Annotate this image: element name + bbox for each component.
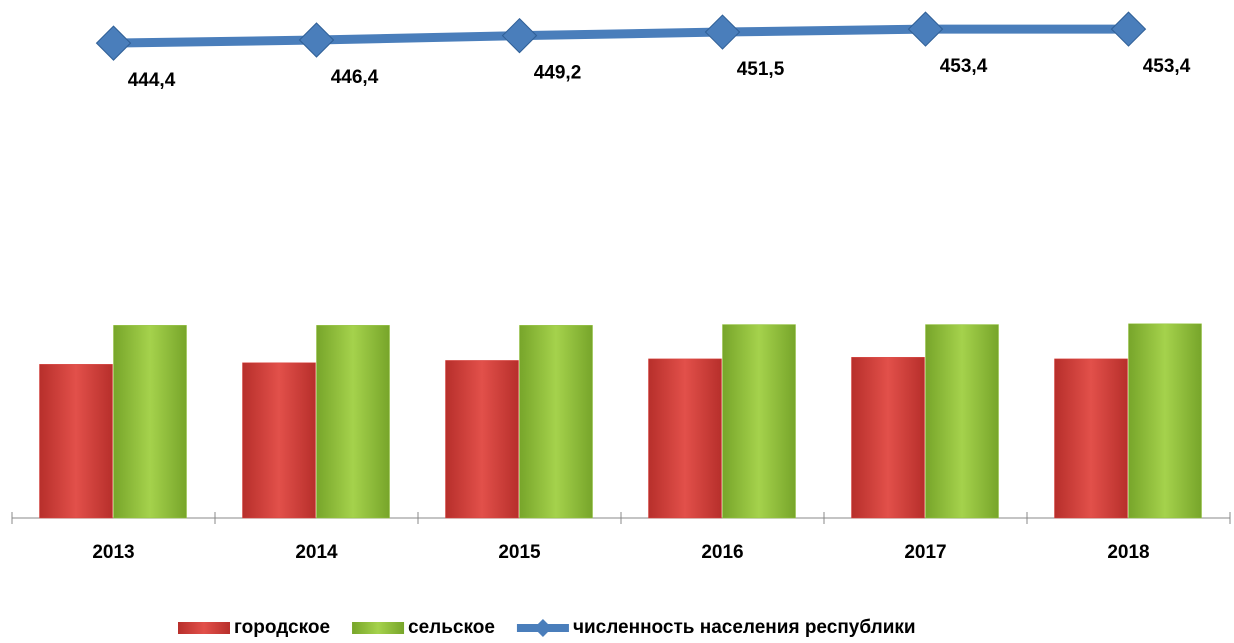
data-label: 449,2: [534, 63, 582, 84]
bar: [722, 324, 796, 519]
legend-label: численность населения республики: [573, 617, 916, 638]
data-label: 446,4: [331, 67, 379, 88]
bar: [242, 362, 316, 519]
x-tick-label: 2017: [904, 542, 946, 563]
legend-swatch: [178, 622, 230, 634]
marker: [501, 17, 538, 54]
bar: [851, 357, 925, 519]
marker: [907, 11, 944, 47]
bar: [925, 324, 999, 519]
marker: [704, 14, 741, 50]
line: [113, 24, 1129, 48]
data-label: 453,4: [940, 56, 988, 77]
bar: [445, 360, 519, 519]
bar: [113, 325, 187, 519]
data-label: 444,4: [128, 70, 176, 91]
data-label: 453,4: [1143, 56, 1191, 77]
legend-label: сельское: [408, 617, 495, 638]
bar: [1054, 358, 1128, 519]
marker: [298, 22, 335, 58]
x-tick-label: 2015: [498, 542, 541, 563]
bar: [316, 325, 390, 519]
x-tick-label: 2014: [295, 542, 338, 563]
legend-label: городское: [234, 617, 330, 638]
data-label: 451,5: [737, 59, 785, 80]
legend-swatch: [352, 622, 405, 634]
x-tick-label: 2013: [92, 542, 134, 563]
marker: [95, 25, 132, 61]
bar: [648, 358, 722, 519]
bar: [1128, 323, 1202, 519]
x-tick-label: 2016: [701, 542, 743, 563]
bar: [39, 364, 113, 519]
marker: [1110, 11, 1147, 47]
x-tick-label: 2018: [1107, 542, 1149, 563]
bar: [519, 325, 593, 519]
legend-swatch: [533, 619, 552, 637]
